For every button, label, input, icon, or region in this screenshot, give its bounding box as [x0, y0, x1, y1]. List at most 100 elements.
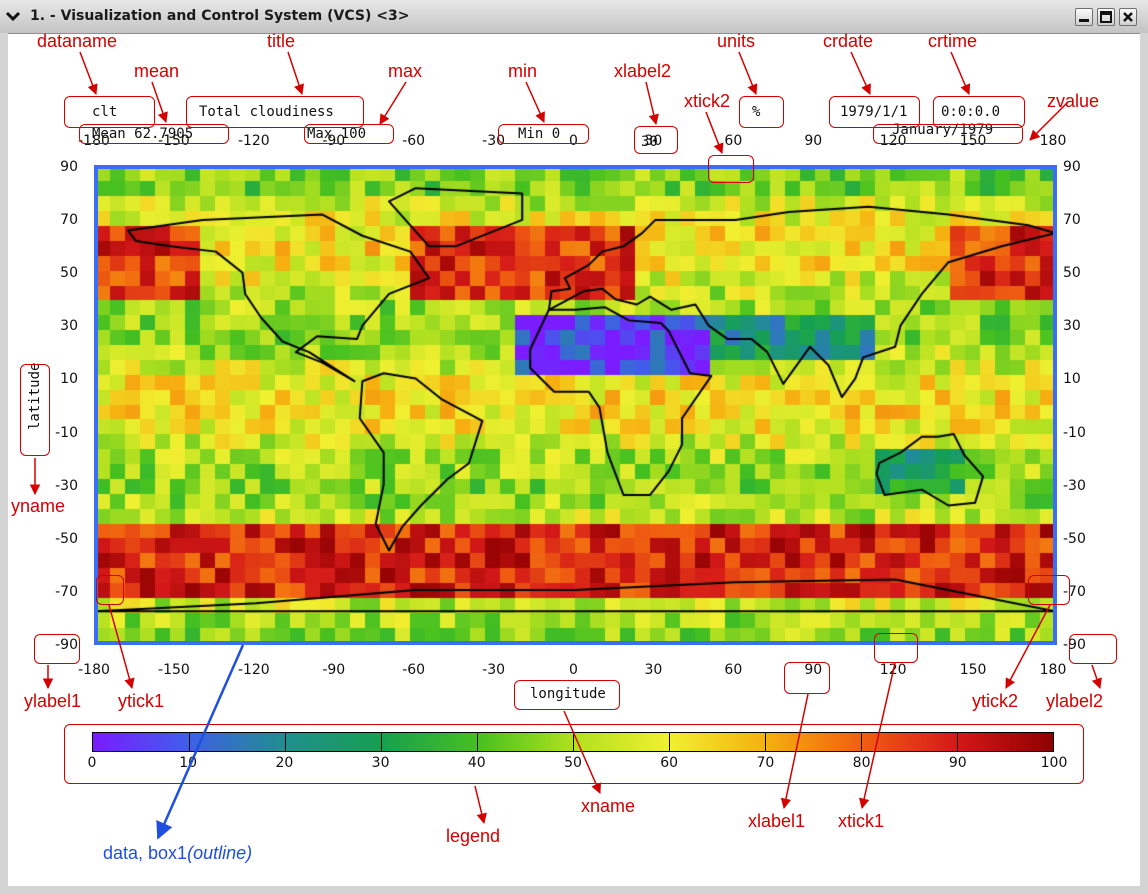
- window-frame-bottom[interactable]: [0, 886, 1148, 894]
- annotation-xtick1: xtick1: [838, 811, 885, 831]
- y-tick-right-label: -70: [1063, 583, 1086, 600]
- legend-tick-label: 70: [756, 755, 775, 771]
- minimize-icon[interactable]: [1075, 8, 1093, 26]
- annotation-legend: legend: [446, 826, 501, 846]
- legend-tick-label: 20: [275, 755, 294, 771]
- title-highlight: [186, 96, 364, 128]
- y-tick-left-label: -10: [55, 424, 78, 441]
- y-tick-right-label: 10: [1063, 371, 1081, 388]
- mean-text: Mean 62.7905: [92, 126, 194, 142]
- annotation-ytick2: ytick2: [972, 691, 1019, 711]
- maximize-icon[interactable]: [1097, 8, 1115, 26]
- x-tick-top-label: 150: [959, 133, 987, 149]
- annotation-ylabel2: ylabel2: [1046, 691, 1104, 711]
- y-tick-left-label: 90: [60, 159, 78, 175]
- x-tick-bottom-label: -150: [158, 662, 190, 678]
- y-tick-left-label: 50: [60, 265, 78, 282]
- x-tick-top-label: -150: [158, 133, 190, 149]
- x-tick-bottom-label: -30: [482, 662, 506, 678]
- legend-tick-mark: [765, 733, 766, 751]
- x-tick-top-label: -30: [482, 133, 506, 149]
- window-frame-left[interactable]: [0, 33, 8, 894]
- window-titlebar[interactable]: 1. - Visualization and Control System (V…: [0, 0, 1148, 34]
- y-tick-right-label: 30: [1063, 318, 1081, 335]
- annotation-title: title: [267, 31, 296, 51]
- annotation-xlabel2: xlabel2: [614, 61, 672, 81]
- annotation-min: min: [508, 61, 538, 81]
- y-tick-right-label: -90: [1063, 637, 1086, 653]
- y-tick-right-label: -50: [1063, 530, 1086, 547]
- x-tick-bottom-label: -180: [78, 662, 110, 678]
- y-tick-right-label: 70: [1063, 212, 1081, 229]
- y-tick-left-label: -90: [55, 637, 78, 653]
- legend-tick-mark: [669, 733, 670, 751]
- x-tick-top-label: 30: [644, 133, 663, 149]
- crtime-highlight: [933, 96, 1025, 128]
- annotation-dataname: dataname: [37, 31, 118, 51]
- window-frame-right[interactable]: [1140, 33, 1148, 894]
- max-text: Max 100: [307, 126, 367, 142]
- y-tick-left-label: -30: [55, 477, 78, 494]
- legend-tick-mark: [477, 733, 478, 751]
- x-tick-bottom-label: 0: [569, 662, 578, 678]
- x-tick-bottom-label: 30: [644, 662, 663, 678]
- annotation-data-box1-outline: (outline): [187, 843, 253, 863]
- x-tick-top-label: 90: [804, 133, 823, 149]
- annotation-yname: yname: [11, 496, 66, 516]
- y-tick-left-label: 70: [60, 212, 78, 229]
- xtick1-highlight: [874, 633, 918, 663]
- yname-highlight: [20, 364, 50, 456]
- legend-tick-label: 100: [1040, 755, 1068, 771]
- annotation-data-box1: data, box1(outline): [103, 843, 252, 864]
- y-tick-left-label: -50: [55, 530, 78, 547]
- xlabel1-highlight: [784, 662, 830, 694]
- min-text: Min 0: [518, 126, 561, 142]
- xlabel2-value: 30: [641, 134, 658, 150]
- annotation-crtime: crtime: [928, 31, 977, 51]
- x-tick-top-label: -60: [402, 133, 426, 149]
- plot-title-text: Total cloudiness: [199, 104, 334, 120]
- legend-tick-mark: [381, 733, 382, 751]
- xname-text: longitude: [530, 686, 606, 702]
- annotation-zvalue: zvalue: [1047, 91, 1100, 111]
- mean-highlight: [79, 124, 229, 144]
- legend-tick-label: 90: [948, 755, 967, 771]
- x-tick-bottom-label: 180: [1039, 662, 1067, 678]
- x-tick-bottom-label: -90: [322, 662, 346, 678]
- annotation-xname: xname: [581, 796, 636, 816]
- data-box1-outline: [94, 165, 1057, 645]
- annotation-ylabel1: ylabel1: [24, 691, 82, 711]
- min-highlight: [498, 124, 589, 144]
- annotation-units: units: [717, 31, 756, 51]
- y-tick-left-label: 10: [60, 371, 78, 388]
- annotation-xlabel1: xlabel1: [748, 811, 806, 831]
- y-tick-left-label: -70: [55, 583, 78, 600]
- units-text: %: [752, 104, 761, 120]
- annotation-crdate: crdate: [823, 31, 874, 51]
- annotation-xtick2: xtick2: [684, 91, 731, 111]
- annotation-max: max: [388, 61, 423, 81]
- ytick1-highlight: [96, 575, 124, 605]
- y-tick-right-label: 50: [1063, 265, 1081, 282]
- ytick2-highlight: [1028, 575, 1070, 605]
- x-tick-top-label: -120: [237, 133, 270, 149]
- legend-highlight: [64, 724, 1084, 784]
- dataname-text: clt: [92, 104, 118, 120]
- x-tick-top-label: -90: [322, 133, 346, 149]
- xname-highlight: [514, 680, 620, 710]
- ylabel2-highlight: [1069, 634, 1117, 664]
- y-tick-right-label: -30: [1063, 477, 1086, 494]
- y-tick-right-label: 90: [1063, 159, 1081, 175]
- cloudiness-heatmap: [96, 167, 1055, 643]
- chevron-down-icon[interactable]: [4, 7, 22, 25]
- legend-tick-label: 40: [467, 755, 486, 771]
- x-tick-bottom-label: 150: [959, 662, 987, 678]
- window-title: 1. - Visualization and Control System (V…: [30, 8, 410, 24]
- units-highlight: [739, 96, 784, 128]
- close-icon[interactable]: [1119, 8, 1137, 26]
- ylabel1-highlight: [34, 634, 80, 664]
- x-tick-bottom-label: -120: [237, 662, 270, 678]
- crtime-text: 0:0:0.0: [941, 104, 1001, 120]
- legend-tick-label: 0: [87, 755, 97, 771]
